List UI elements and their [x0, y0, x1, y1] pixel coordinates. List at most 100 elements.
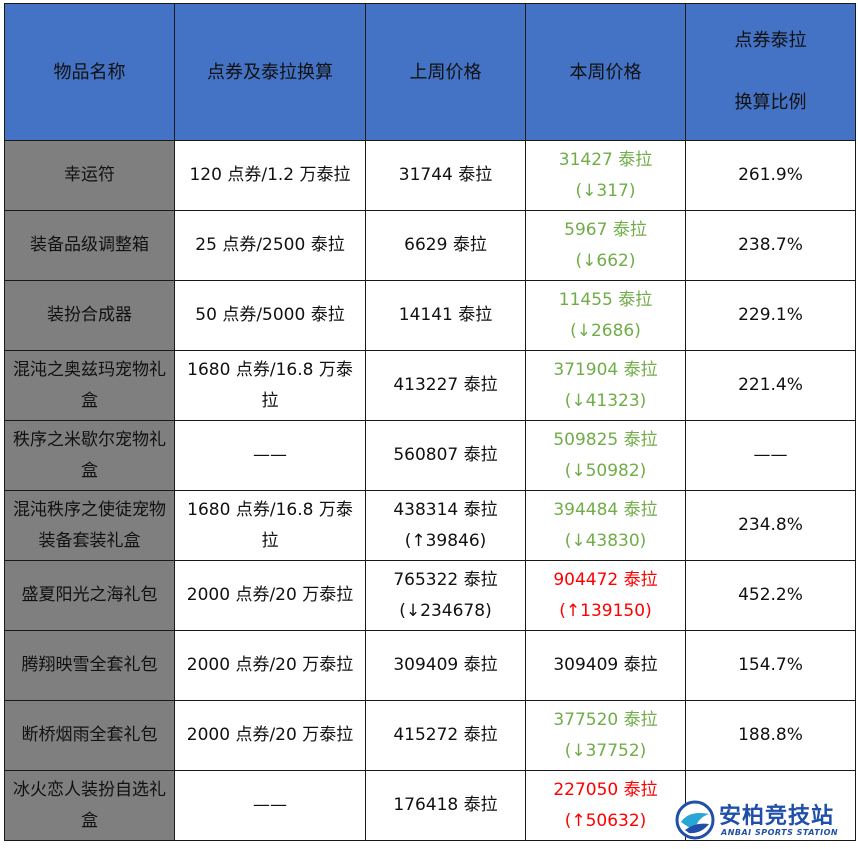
this-week-cell: 5967 泰拉 (↓662) — [525, 210, 686, 281]
item-name: 装扮合成器 — [47, 305, 132, 325]
last-week-price: 309409 泰拉 — [393, 655, 498, 675]
this-week-cell: 227050 泰拉 (↑50632) — [525, 770, 686, 841]
ratio-value: 188.8% — [738, 725, 803, 745]
last-week-price: 6629 泰拉 — [404, 235, 487, 255]
ratio-cell — [685, 770, 856, 841]
last-week-cell: 765322 泰拉 (↓234678) — [365, 560, 526, 631]
exchange-value: —— — [253, 795, 287, 815]
item-name: 盛夏阳光之海礼包 — [21, 585, 158, 605]
last-week-cell: 560807 泰拉 — [365, 420, 526, 491]
table-row: 幸运符 120 点券/1.2 万泰拉 31744 泰拉 31427 泰拉 (↓317) 2… — [4, 140, 856, 211]
item-name-cell: 装备品级调整箱 — [4, 210, 175, 281]
ratio-cell: 452.2% — [685, 560, 856, 631]
this-week-price: 394484 泰拉 — [553, 499, 658, 520]
ratio-value: 154.7% — [738, 655, 803, 675]
this-week-price: 11455 泰拉 — [558, 289, 653, 310]
item-name: 腾翔映雪全套礼包 — [21, 655, 158, 675]
header-ratio: 点券泰拉 换算比例 — [685, 3, 856, 141]
this-week-change: (↓317) — [575, 180, 636, 201]
anbai-logo-icon — [675, 800, 715, 840]
this-week-cell: 377520 泰拉 (↓37752) — [525, 700, 686, 771]
exchange-value: 1680 点券/16.8 万泰拉 — [187, 499, 353, 551]
last-week-price: 415272 泰拉 — [393, 725, 498, 745]
table-row: 混沌之奥兹玛宠物礼盒 1680 点券/16.8 万泰拉 413227 泰拉 37190… — [4, 350, 856, 421]
header-last-week: 上周价格 — [365, 3, 526, 141]
ratio-value: 261.9% — [738, 165, 803, 185]
item-name-cell: 装扮合成器 — [4, 280, 175, 351]
this-week-price: 227050 泰拉 — [553, 779, 658, 800]
this-week-cell: 31427 泰拉 (↓317) — [525, 140, 686, 211]
exchange-value: 2000 点券/20 万泰拉 — [186, 655, 354, 675]
this-week-cell: 904472 泰拉 (↑139150) — [525, 560, 686, 631]
ratio-cell: 229.1% — [685, 280, 856, 351]
exchange-value: 25 点券/2500 泰拉 — [195, 235, 345, 255]
ratio-cell: 221.4% — [685, 350, 856, 421]
last-week-price: 413227 泰拉 — [393, 375, 498, 395]
exchange-value: 50 点券/5000 泰拉 — [195, 305, 345, 325]
header-name: 物品名称 — [4, 3, 175, 141]
price-table: 物品名称 点券及泰拉换算 上周价格 本周价格 点券泰拉 换算比例 幸运符 120 … — [4, 3, 856, 841]
exchange-value: 1680 点券/16.8 万泰拉 — [187, 359, 353, 411]
last-week-price: 31744 泰拉 — [398, 165, 493, 185]
last-week-cell: 309409 泰拉 — [365, 630, 526, 701]
exchange-value: 2000 点券/20 万泰拉 — [186, 585, 354, 605]
this-week-price: 309409 泰拉 — [553, 655, 658, 675]
table-row: 装备品级调整箱 25 点券/2500 泰拉 6629 泰拉 5967 泰拉 (↓662)… — [4, 210, 856, 281]
table-row: 断桥烟雨全套礼包 2000 点券/20 万泰拉 415272 泰拉 377520 泰拉… — [4, 700, 856, 771]
last-week-cell: 6629 泰拉 — [365, 210, 526, 281]
exchange-cell: —— — [174, 770, 366, 841]
last-week-price: 765322 泰拉 — [393, 569, 498, 590]
item-name: 断桥烟雨全套礼包 — [21, 725, 158, 745]
item-name-cell: 混沌之奥兹玛宠物礼盒 — [4, 350, 175, 421]
ratio-value: —— — [753, 445, 788, 465]
header-ratio-line1: 点券泰拉 — [734, 30, 807, 51]
last-week-price: 14141 泰拉 — [398, 305, 493, 325]
exchange-cell: 1680 点券/16.8 万泰拉 — [174, 490, 366, 561]
watermark-title: 安柏竞技站 — [719, 804, 835, 829]
ratio-cell: 238.7% — [685, 210, 856, 281]
header-row: 物品名称 点券及泰拉换算 上周价格 本周价格 点券泰拉 换算比例 — [4, 3, 856, 141]
item-name: 秩序之米歇尔宠物礼盒 — [13, 429, 166, 481]
item-name-cell: 秩序之米歇尔宠物礼盒 — [4, 420, 175, 491]
table-row: 冰火恋人装扮自选礼盒 —— 176418 泰拉 227050 泰拉 (↑50632) — [4, 770, 856, 841]
this-week-cell: 309409 泰拉 — [525, 630, 686, 701]
last-week-price: 438314 泰拉 — [393, 499, 498, 520]
last-week-cell: 415272 泰拉 — [365, 700, 526, 771]
exchange-cell: 50 点券/5000 泰拉 — [174, 280, 366, 351]
watermark: 安柏竞技站 ANBAI SPORTS STATION — [675, 796, 855, 846]
item-name-cell: 断桥烟雨全套礼包 — [4, 700, 175, 771]
last-week-cell: 176418 泰拉 — [365, 770, 526, 841]
this-week-cell: 371904 泰拉 (↓41323) — [525, 350, 686, 421]
ratio-value: 238.7% — [738, 235, 803, 255]
last-week-cell: 14141 泰拉 — [365, 280, 526, 351]
table-row: 盛夏阳光之海礼包 2000 点券/20 万泰拉 765322 泰拉 (↓234678)… — [4, 560, 856, 631]
item-name-cell: 混沌秩序之使徒宠物装备套装礼盒 — [4, 490, 175, 561]
item-name: 幸运符 — [64, 165, 115, 185]
item-name-cell: 冰火恋人装扮自选礼盒 — [4, 770, 175, 841]
this-week-cell: 11455 泰拉 (↓2686) — [525, 280, 686, 351]
exchange-value: —— — [253, 445, 287, 465]
this-week-price: 371904 泰拉 — [553, 359, 658, 380]
table-row: 秩序之米歇尔宠物礼盒 —— 560807 泰拉 509825 泰拉 (↓50982) —— — [4, 420, 856, 491]
exchange-cell: 2000 点券/20 万泰拉 — [174, 700, 366, 771]
this-week-cell: 509825 泰拉 (↓50982) — [525, 420, 686, 491]
item-name: 混沌秩序之使徒宠物装备套装礼盒 — [13, 499, 166, 551]
header-this-week: 本周价格 — [525, 3, 686, 141]
last-week-change: (↓234678) — [399, 600, 492, 621]
ratio-cell: 234.8% — [685, 490, 856, 561]
ratio-cell: 261.9% — [685, 140, 856, 211]
exchange-value: 2000 点券/20 万泰拉 — [186, 725, 354, 745]
ratio-cell: 154.7% — [685, 630, 856, 701]
last-week-price: 560807 泰拉 — [393, 445, 498, 465]
this-week-cell: 394484 泰拉 (↓43830) — [525, 490, 686, 561]
header-exchange: 点券及泰拉换算 — [174, 3, 366, 141]
exchange-cell: 120 点券/1.2 万泰拉 — [174, 140, 366, 211]
this-week-change: (↓50982) — [564, 460, 647, 481]
this-week-change: (↓2686) — [570, 320, 641, 341]
item-name-cell: 幸运符 — [4, 140, 175, 211]
table-body: 幸运符 120 点券/1.2 万泰拉 31744 泰拉 31427 泰拉 (↓317) 2… — [4, 140, 856, 841]
item-name: 冰火恋人装扮自选礼盒 — [13, 779, 166, 831]
this-week-price: 509825 泰拉 — [553, 429, 658, 450]
this-week-price: 31427 泰拉 — [558, 149, 653, 170]
ratio-cell: 188.8% — [685, 700, 856, 771]
